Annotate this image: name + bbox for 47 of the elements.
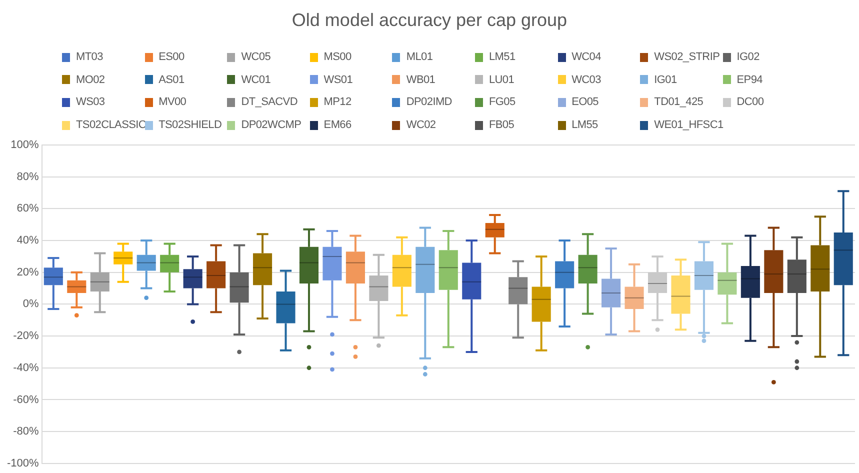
chart-title: Old model accuracy per cap group [290, 10, 568, 31]
legend-label: LM51 [488, 51, 516, 64]
legend-label: WC01 [241, 74, 271, 86]
legend-label: TS02SHIELD [158, 119, 222, 132]
y-tick-label: 80% [16, 170, 39, 183]
y-tick-label: 60% [16, 202, 39, 215]
y-tick-label: -60% [13, 394, 40, 406]
y-tick-label: 0% [22, 298, 40, 310]
legend-label: TD01_425 [654, 96, 704, 108]
legend-label: WC02 [406, 119, 436, 132]
legend-label: WC05 [241, 51, 271, 64]
legend-label: TS02CLASSIC [76, 119, 146, 132]
legend-label: MO02 [76, 74, 105, 86]
legend-label: LM55 [572, 119, 598, 132]
y-tick-label: -40% [13, 362, 40, 374]
y-tick-label: -100% [7, 457, 40, 470]
legend-label: MS00 [324, 51, 352, 64]
legend-label: ES00 [158, 51, 184, 64]
legend-label: MV00 [158, 96, 186, 108]
legend-label: DT_SACVD [241, 96, 298, 108]
y-tick-label: 40% [16, 234, 39, 247]
legend-label: MT03 [76, 51, 103, 64]
y-tick-label: -80% [13, 426, 40, 438]
legend-label: EP94 [736, 74, 762, 86]
y-tick-label: 20% [16, 266, 39, 278]
legend-label: WS02_STRIP [654, 51, 720, 64]
legend-label: EM66 [324, 119, 352, 132]
legend-label: LU01 [488, 74, 514, 86]
legend-label: WC04 [572, 51, 601, 64]
legend-label: WC03 [572, 74, 601, 86]
legend-label: FG05 [488, 96, 516, 108]
legend-label: EO05 [572, 96, 598, 108]
legend-label: WE01_HFSC1 [654, 119, 724, 132]
legend-label: WS03 [76, 96, 105, 108]
y-tick-label: -20% [13, 330, 40, 342]
y-tick-label: 100% [10, 139, 40, 152]
legend-label: DP02IMD [406, 96, 452, 108]
legend-label: WS01 [324, 74, 353, 86]
legend-label: FB05 [488, 119, 514, 132]
legend-label: IG01 [654, 74, 677, 86]
legend-label: DC00 [736, 96, 764, 108]
legend-label: IG02 [736, 51, 760, 64]
legend-label: WB01 [406, 74, 436, 86]
legend-label: MP12 [324, 96, 352, 108]
legend-label: AS01 [158, 74, 184, 86]
legend-label: ML01 [406, 51, 433, 64]
legend-label: DP02WCMP [241, 119, 302, 132]
